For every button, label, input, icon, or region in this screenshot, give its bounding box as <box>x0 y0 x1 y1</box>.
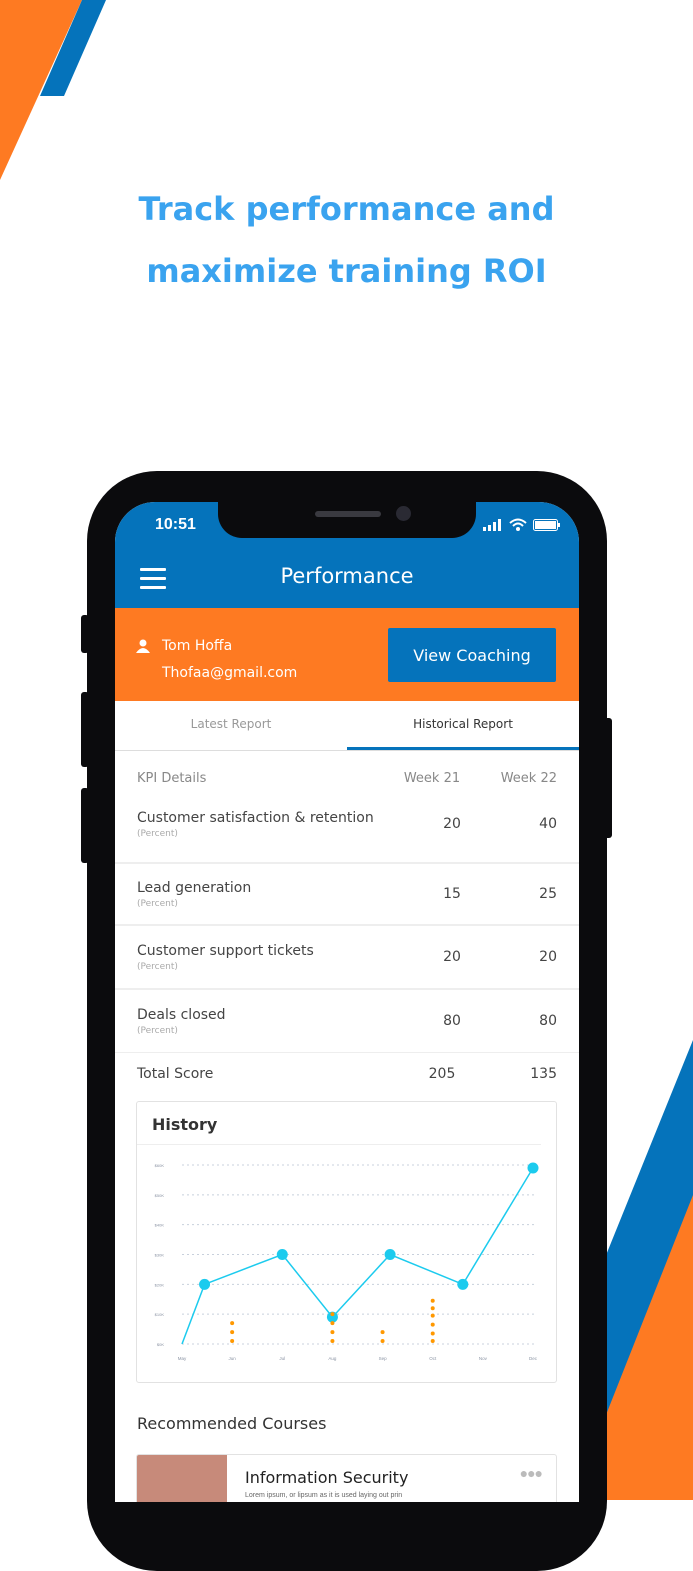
history-card: History $0K $10K $20K $30K $40K $50K $60K May Ju… <box>136 1101 557 1383</box>
history-chart: $0K $10K $20K $30K $40K $50K $60K May Jun Jul Aug S… <box>155 1162 539 1361</box>
kpi-header: KPI Details Week 21 Week 22 <box>137 771 557 786</box>
x-tick-label: May <box>178 1356 187 1361</box>
tab-latest-report[interactable]: Latest Report <box>190 717 272 731</box>
scatter-dot <box>330 1339 335 1344</box>
scatter-dot <box>380 1339 385 1344</box>
status-icons <box>483 518 561 531</box>
y-tick-label: $30K <box>155 1253 165 1258</box>
scatter-dot <box>430 1331 435 1336</box>
scatter-dot <box>230 1339 235 1344</box>
table-row: Lead generation (Percent) 15 25 <box>115 864 579 926</box>
corner-decoration-top <box>0 0 106 180</box>
x-tick-label: Nov <box>479 1356 488 1361</box>
battery-icon <box>533 519 560 531</box>
scatter-dot <box>430 1322 435 1327</box>
scatter-dot <box>330 1312 335 1317</box>
y-tick-label: $40K <box>155 1223 165 1228</box>
tab-historical-report[interactable]: Historical Report <box>347 701 579 750</box>
report-tabs: Latest Report Historical Report <box>115 701 579 751</box>
total-row: Total Score 205 135 <box>137 1066 557 1082</box>
scatter-dot <box>430 1298 435 1303</box>
x-tick-label: Sep <box>379 1356 388 1361</box>
table-row: Customer satisfaction & retention (Percen… <box>115 786 579 864</box>
course-title: Information Security <box>245 1468 409 1487</box>
y-tick-label: $20K <box>155 1282 165 1287</box>
user-name: Tom Hoffa <box>162 638 233 654</box>
headline: Track performance and maximize training R… <box>138 190 555 290</box>
data-point <box>457 1278 469 1290</box>
y-tick-label: $10K <box>155 1312 165 1317</box>
x-tick-label: Jul <box>279 1356 285 1361</box>
scatter-dot <box>230 1321 235 1326</box>
recommended-title: Recommended Courses <box>137 1414 327 1433</box>
data-point <box>527 1162 539 1174</box>
scatter-dot <box>430 1339 435 1344</box>
app-header: 10:51 Performance <box>115 502 579 608</box>
data-point <box>199 1278 211 1290</box>
data-point <box>276 1249 288 1260</box>
data-point <box>384 1249 396 1260</box>
page-title: Performance <box>280 564 414 588</box>
scatter-dot <box>330 1321 335 1326</box>
user-bar: Tom Hoffa Thofaa@gmail.com View Coaching <box>115 608 579 701</box>
scatter-dot <box>430 1313 435 1318</box>
view-coaching-button[interactable]: View Coaching <box>388 628 556 682</box>
user-icon <box>136 639 150 653</box>
data-point <box>326 1311 338 1323</box>
phone-screen: 10:51 Performance Tom Hoffa Thofaa@gmail… <box>115 502 579 1502</box>
user-email: Thofaa@gmail.com <box>162 665 298 681</box>
x-tick-label: Oct <box>429 1356 437 1361</box>
scatter-dot <box>230 1330 235 1335</box>
scatter-dot <box>380 1330 385 1335</box>
course-thumbnail <box>137 1455 227 1502</box>
x-tick-label: Aug <box>328 1356 337 1361</box>
corner-decoration-bottom <box>600 1040 693 1500</box>
status-time: 10:51 <box>155 516 196 533</box>
more-options-icon[interactable]: ●●● <box>519 1465 543 1481</box>
course-card[interactable]: Information Security Lorem ipsum, or lip… <box>136 1454 557 1502</box>
y-tick-label: $60K <box>155 1163 165 1168</box>
scatter-dot <box>330 1330 335 1335</box>
y-tick-label: $50K <box>155 1193 165 1198</box>
table-row: Deals closed (Percent) 80 80 <box>115 990 579 1053</box>
course-desc: Lorem ipsum, or lipsum as it is used lay… <box>245 1492 403 1499</box>
wifi-icon <box>509 518 527 531</box>
x-tick-label: Dec <box>529 1356 538 1361</box>
scatter-dot <box>430 1306 435 1311</box>
table-row: Customer support tickets (Percent) 20 20 <box>115 926 579 990</box>
hamburger-icon[interactable] <box>140 568 166 595</box>
x-tick-label: Jun <box>229 1356 237 1361</box>
signal-icon <box>483 519 501 531</box>
history-title: History <box>137 1102 541 1145</box>
y-tick-label: $0K <box>157 1342 164 1347</box>
